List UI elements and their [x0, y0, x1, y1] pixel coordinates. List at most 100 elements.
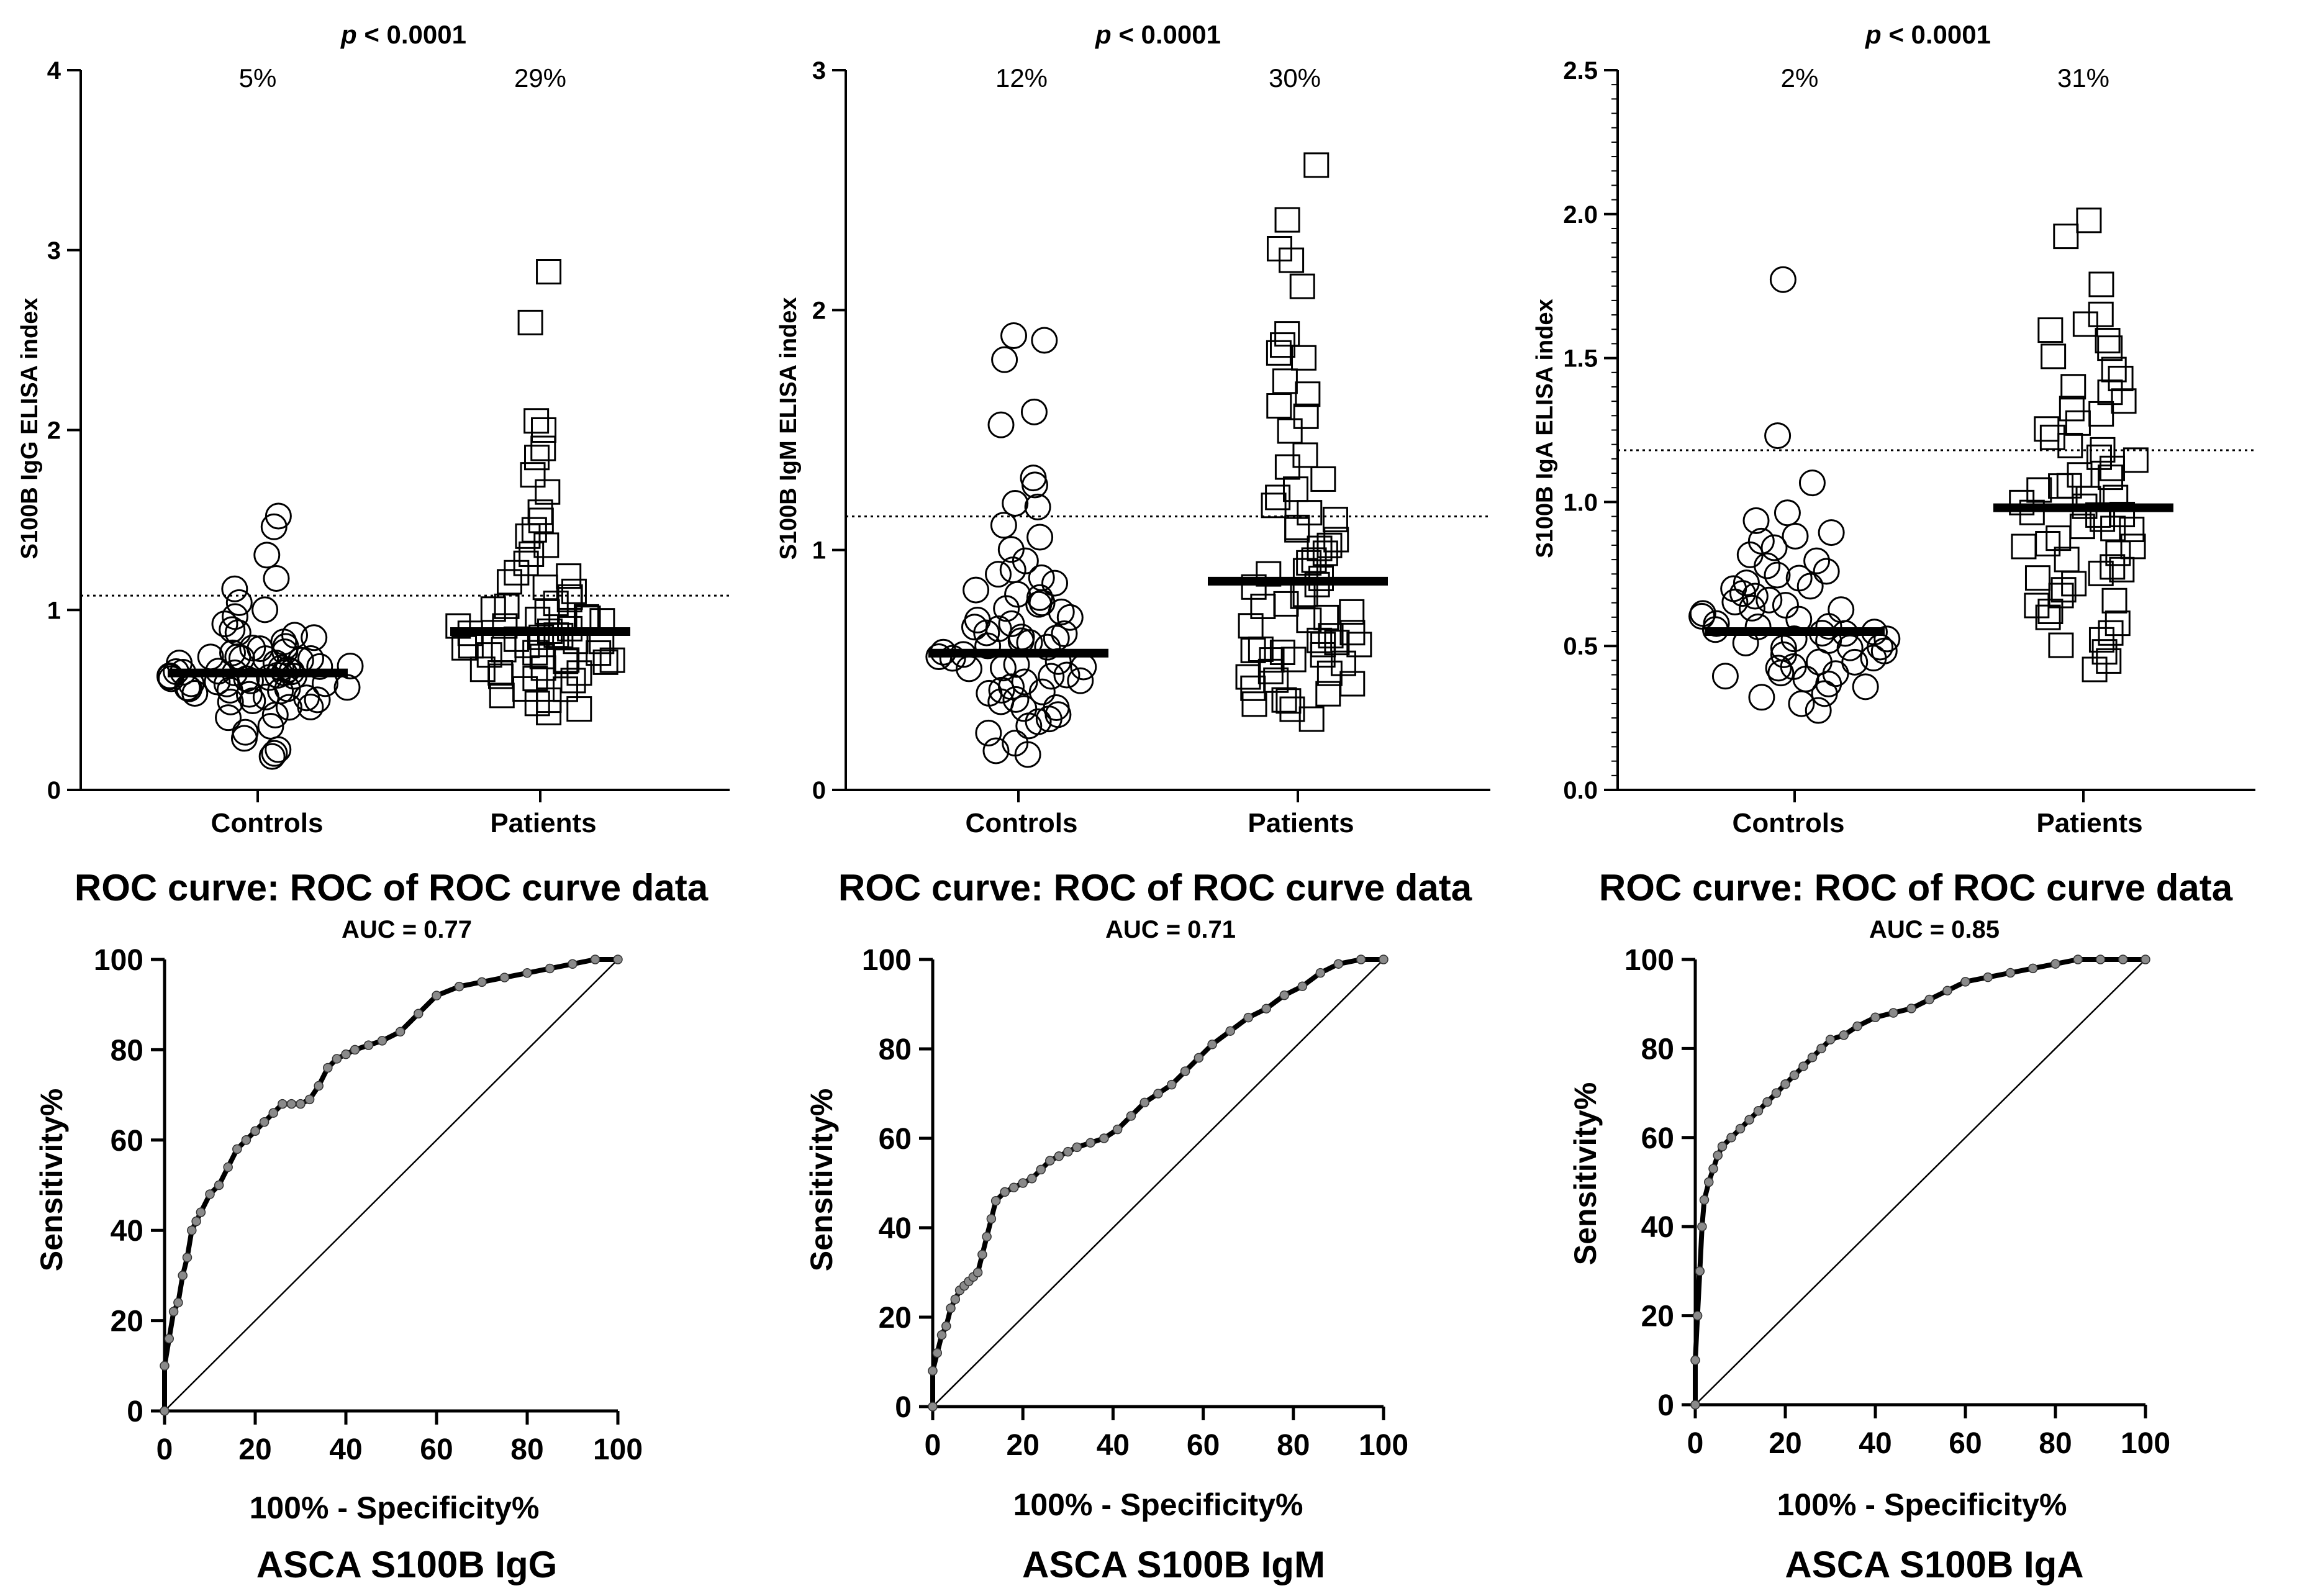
roc-title-igm: ROC curve: ROC of ROC curve data: [838, 867, 1472, 909]
patient-point-iga: [2111, 388, 2137, 414]
control-point-igm: [963, 576, 990, 604]
patient-point-igm: [1282, 476, 1308, 502]
roc-x-tick-label-igm: 80: [1277, 1429, 1310, 1462]
roc-x-tick-label-igm: 40: [1097, 1429, 1130, 1462]
control-point-igm: [985, 561, 1012, 588]
roc-y-tick-label-iga: 80: [1641, 1033, 1674, 1066]
patient-point-igg: [553, 676, 579, 702]
roc-ylabel-igg: Sensitivity%: [34, 1089, 69, 1272]
roc-point-igg: [196, 1207, 206, 1217]
category-label-controls-igm: Controls: [966, 808, 1078, 838]
patient-point-iga: [2054, 546, 2080, 573]
control-point-iga: [1828, 596, 1855, 623]
control-point-igm: [1024, 493, 1051, 520]
roc-title-igg: ROC curve: ROC of ROC curve data: [75, 867, 709, 909]
patient-point-iga: [2050, 577, 2077, 603]
roc-point-igm: [1261, 1004, 1271, 1013]
control-point-iga: [1764, 561, 1791, 589]
roc-panel-iga: ROC curve: ROC of ROC curve data AUC = 0…: [1568, 867, 2233, 1585]
roc-y-tick-label-igm: 40: [879, 1212, 912, 1245]
roc-y-tick-label-igm: 60: [879, 1123, 912, 1156]
roc-point-iga: [2005, 968, 2016, 978]
control-point-igm: [997, 536, 1025, 563]
control-point-iga: [1785, 564, 1813, 592]
control-point-iga: [1782, 522, 1809, 550]
roc-point-igm: [1054, 1151, 1064, 1161]
roc-x-tick-label-igg: 80: [510, 1433, 543, 1466]
control-point-iga: [1818, 519, 1845, 546]
control-point-igm: [1031, 327, 1058, 354]
roc-point-igm: [1297, 981, 1308, 991]
y-tick-label-igg: 4: [47, 57, 61, 84]
roc-x-tick-label-igg: 40: [329, 1433, 362, 1466]
control-point-igm: [1002, 489, 1029, 517]
control-point-igm: [1025, 708, 1052, 735]
patient-point-igm: [1296, 550, 1322, 576]
control-point-iga: [1780, 625, 1808, 653]
patient-point-igm: [1310, 632, 1336, 658]
roc-point-iga: [1697, 1222, 1707, 1231]
patient-point-igm: [1339, 671, 1366, 697]
roc-point-iga: [1713, 1150, 1723, 1161]
y-tick-label-igg: 1: [47, 597, 61, 624]
patient-point-igg: [566, 696, 592, 722]
control-point-iga: [1747, 527, 1775, 555]
patient-point-iga: [2095, 328, 2121, 354]
patient-point-iga: [2035, 530, 2061, 556]
roc-point-iga: [1708, 1164, 1718, 1174]
percent-label-controls-igm: 12%: [995, 63, 1048, 93]
control-point-igm: [998, 673, 1025, 701]
roc-point-igg: [164, 1333, 174, 1344]
patient-point-iga: [2026, 477, 2052, 503]
roc-point-iga: [1726, 1133, 1736, 1143]
patient-point-igg: [522, 666, 548, 692]
roc-point-iga: [1735, 1123, 1746, 1134]
patient-point-igm: [1256, 561, 1282, 587]
roc-point-igg: [296, 1099, 306, 1109]
percent-label-controls-igg: 5%: [239, 63, 277, 93]
roc-point-igg: [223, 1162, 233, 1172]
roc-point-igm: [1045, 1156, 1055, 1166]
roc-x-tick-label-igm: 0: [925, 1429, 941, 1462]
roc-point-igm: [1194, 1053, 1204, 1063]
roc-point-igg: [191, 1216, 201, 1226]
roc-point-igg: [545, 963, 555, 974]
roc-x-tick-label-iga: 100: [2121, 1427, 2170, 1460]
control-point-igm: [1002, 686, 1030, 713]
control-point-igg: [217, 688, 244, 715]
roc-point-iga: [1888, 1008, 1898, 1018]
patient-point-iga: [2076, 207, 2102, 234]
roc-point-iga: [1960, 977, 1970, 987]
patient-point-iga: [2096, 648, 2122, 674]
patient-point-igg: [528, 624, 555, 650]
patient-point-igm: [1266, 340, 1292, 366]
roc-x-tick-label-igg: 100: [593, 1433, 643, 1466]
control-point-iga: [1711, 663, 1739, 690]
roc-y-tick-label-iga: 0: [1657, 1389, 1674, 1422]
patient-point-igg: [522, 640, 548, 666]
roc-panel-igg: ROC curve: ROC of ROC curve data AUC = 0…: [34, 867, 709, 1585]
control-point-iga: [1742, 507, 1770, 534]
roc-x-tick-label-iga: 60: [1949, 1427, 1982, 1460]
control-point-igg: [275, 694, 302, 721]
roc-x-tick-label-igg: 60: [420, 1433, 453, 1466]
patient-point-iga: [2048, 632, 2074, 658]
roc-point-igg: [454, 981, 464, 992]
control-point-iga: [1803, 547, 1831, 574]
patient-point-iga: [2104, 610, 2131, 637]
roc-y-tick-label-igg: 100: [94, 944, 143, 977]
roc-x-tick-label-igm: 60: [1187, 1429, 1220, 1462]
patient-point-igg: [535, 479, 561, 505]
control-point-igm: [1026, 584, 1053, 611]
control-point-igg: [265, 502, 292, 530]
roc-point-igm: [1333, 959, 1344, 969]
control-point-igg: [337, 652, 364, 679]
roc-point-iga: [1798, 1061, 1808, 1071]
roc-point-iga: [1924, 994, 1934, 1005]
y-tick-label-igm: 2: [812, 297, 826, 324]
patient-point-iga: [2098, 620, 2124, 646]
roc-point-iga: [2141, 954, 2150, 964]
roc-point-igm: [932, 1348, 943, 1358]
roc-point-igm: [1356, 954, 1366, 964]
roc-point-iga: [1699, 1195, 1710, 1205]
